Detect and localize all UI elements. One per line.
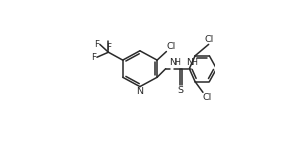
Text: N: N <box>169 58 176 67</box>
Text: Cl: Cl <box>203 93 212 102</box>
Text: N: N <box>136 87 144 96</box>
Text: N: N <box>186 58 193 67</box>
Text: Cl: Cl <box>167 42 176 51</box>
Text: F: F <box>106 42 111 52</box>
Text: H: H <box>191 58 197 67</box>
Text: F: F <box>94 40 99 49</box>
Text: H: H <box>174 58 180 67</box>
Text: Cl: Cl <box>204 35 213 44</box>
Text: S: S <box>178 86 184 95</box>
Text: F: F <box>91 53 96 62</box>
